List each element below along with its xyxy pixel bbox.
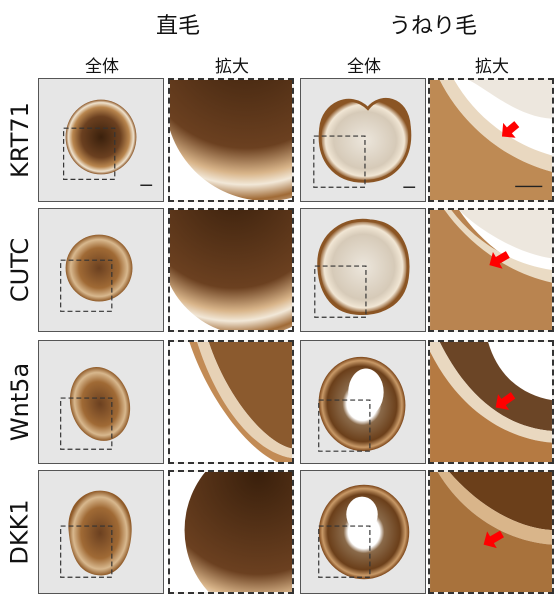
hair-cross-section-image bbox=[60, 234, 133, 312]
hair-zoom-image bbox=[170, 472, 292, 592]
hair-cross-section-image bbox=[60, 367, 131, 450]
col-title-straight-zoom: 拡大 bbox=[215, 57, 249, 77]
panel-krt71-wavy-whole bbox=[300, 78, 426, 202]
panel-dkk1-straight-whole bbox=[38, 470, 164, 594]
hair-zoom-image bbox=[430, 80, 552, 200]
panel-wnt5a-wavy-zoom bbox=[428, 340, 554, 464]
panel-dkk1-wavy-zoom bbox=[428, 470, 554, 594]
panel-cutc-straight-whole bbox=[38, 208, 164, 332]
hair-cross-section-image bbox=[60, 490, 132, 578]
panel-dkk1-wavy-whole bbox=[300, 470, 426, 594]
panel-cutc-wavy-zoom bbox=[428, 208, 554, 332]
col-title-straight-whole: 全体 bbox=[85, 57, 119, 77]
panel-cutc-straight-zoom bbox=[168, 208, 294, 332]
wavy-hair-title: うねり毛 bbox=[388, 14, 477, 39]
row-label-cutc: CUTC bbox=[6, 237, 34, 303]
panel-krt71-straight-zoom bbox=[168, 78, 294, 202]
red-arrow-icon bbox=[483, 530, 504, 549]
hair-zoom-image bbox=[430, 342, 552, 462]
panel-wnt5a-wavy-whole bbox=[300, 340, 426, 464]
straight-hair-title: 直毛 bbox=[155, 14, 200, 39]
col-title-wavy-whole: 全体 bbox=[347, 57, 381, 77]
panel-krt71-wavy-zoom bbox=[428, 78, 554, 202]
red-arrow-icon bbox=[495, 392, 516, 410]
panel-wnt5a-straight-whole bbox=[38, 340, 164, 464]
col-title-wavy-zoom: 拡大 bbox=[475, 57, 509, 77]
hair-cross-section-image bbox=[63, 99, 153, 186]
hair-cross-section-image bbox=[318, 356, 406, 452]
hair-zoom-image bbox=[170, 342, 292, 462]
red-arrow-icon bbox=[501, 121, 520, 138]
panel-wnt5a-straight-zoom bbox=[168, 340, 294, 464]
hair-zoom-image bbox=[430, 210, 552, 330]
hair-cross-section-image bbox=[318, 484, 410, 580]
row-label-dkk1: DKK1 bbox=[6, 499, 35, 565]
panel-krt71-straight-whole bbox=[38, 78, 164, 202]
hair-zoom-image bbox=[430, 472, 552, 592]
row-label-krt71: KRT71 bbox=[6, 102, 34, 178]
hair-zoom-image bbox=[170, 80, 292, 200]
panel-dkk1-straight-zoom bbox=[168, 470, 294, 594]
hair-cross-section-image bbox=[314, 218, 410, 318]
row-label-wnt5a: Wnt5a bbox=[6, 362, 35, 442]
hair-cross-section-image bbox=[313, 98, 416, 188]
hair-zoom-image bbox=[170, 210, 292, 330]
red-arrow-icon bbox=[489, 251, 510, 269]
panel-cutc-wavy-whole bbox=[300, 208, 426, 332]
